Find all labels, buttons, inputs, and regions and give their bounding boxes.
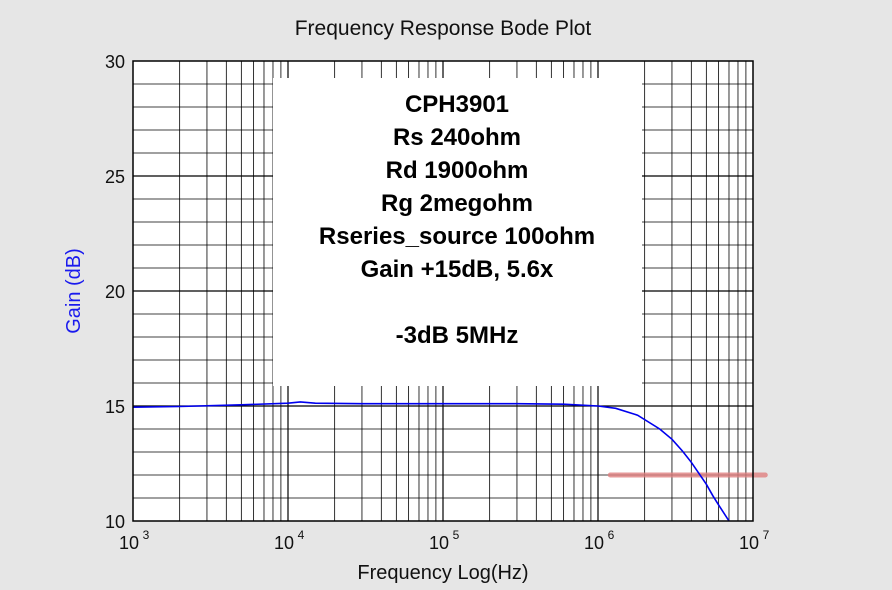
- x-tick-exponent: 7: [763, 528, 770, 542]
- y-axis-label: Gain (dB): [63, 248, 85, 334]
- y-axis-ticks: 10 15 20 25 30: [105, 52, 125, 532]
- annotation-line: Gain +15dB, 5.6x: [361, 256, 554, 283]
- annotation-line: Rd 1900ohm: [386, 157, 529, 184]
- x-tick-exponent: 5: [453, 528, 460, 542]
- x-tick-exponent: 4: [298, 528, 305, 542]
- plot-frame: [132, 60, 754, 522]
- annotation-line: Rs 240ohm: [393, 124, 521, 151]
- x-tick-label: 10: [429, 533, 449, 553]
- x-axis-label: Frequency Log(Hz): [357, 562, 528, 584]
- gain-series-line: [132, 401, 730, 522]
- annotation-line: -3dB 5MHz: [396, 322, 519, 349]
- x-tick-label: 10: [584, 533, 604, 553]
- x-axis-ticks: 10 3 10 4 10 5 10 6 10 7: [119, 528, 770, 553]
- annotation-line: Rseries_source 100ohm: [319, 223, 595, 250]
- chart-title: Frequency Response Bode Plot: [295, 17, 592, 40]
- x-tick-label: 10: [274, 533, 294, 553]
- annotation-background: [273, 78, 642, 386]
- annotation-line: CPH3901: [405, 91, 509, 118]
- x-tick-label: 10: [119, 533, 139, 553]
- series-group: [132, 401, 730, 522]
- x-tick-exponent: 3: [143, 528, 150, 542]
- annotation-box: CPH3901 Rs 240ohm Rd 1900ohm Rg 2megohm Rser…: [273, 78, 642, 386]
- y-tick-label: 30: [105, 52, 125, 72]
- y-tick-label: 15: [105, 397, 125, 417]
- y-tick-label: 20: [105, 282, 125, 302]
- x-tick-exponent: 6: [608, 528, 615, 542]
- x-tick-label: 10: [739, 533, 759, 553]
- y-tick-label: 10: [105, 512, 125, 532]
- y-tick-label: 25: [105, 167, 125, 187]
- annotation-line: Rg 2megohm: [381, 190, 533, 217]
